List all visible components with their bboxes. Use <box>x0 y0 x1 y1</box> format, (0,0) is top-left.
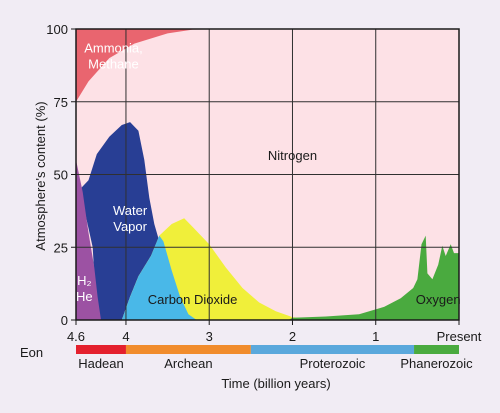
y-tick-label: 75 <box>54 95 68 110</box>
x-axis-title: Time (billion years) <box>221 376 330 391</box>
area-label-ammonia-methane: Methane <box>88 56 139 71</box>
x-tick-label: 3 <box>206 329 213 344</box>
eon-segment-phanerozoic <box>414 345 459 354</box>
area-label-oxygen: Oxygen <box>416 292 461 307</box>
x-tick-label: 1 <box>372 329 379 344</box>
eon-label-proterozoic: Proterozoic <box>300 356 366 371</box>
eon-segment-archean <box>125 345 251 354</box>
grid <box>76 29 459 320</box>
x-tick-label: Present <box>437 329 482 344</box>
area-label-water-vapor: Water <box>113 203 148 218</box>
area-carbon-dioxide-early <box>121 235 197 320</box>
area-water-vapor <box>80 122 160 320</box>
eon-axis-label: Eon <box>20 345 43 360</box>
eon-label-hadean: Hadean <box>78 356 124 371</box>
x-tick-label: 4 <box>122 329 129 344</box>
eon-label-archean: Archean <box>164 356 212 371</box>
axes: 0 25 50 75 100 4.6 4 3 2 1 Present <box>46 22 481 344</box>
area-label-nitrogen: Nitrogen <box>268 148 317 163</box>
x-tick-label: 4.6 <box>67 329 85 344</box>
area-h2-he <box>76 159 101 320</box>
area-oxygen <box>288 235 459 320</box>
area-label-h2-he: H₂ <box>77 273 91 288</box>
eon-bar: Hadean Archean Proterozoic Phanerozoic <box>76 345 473 371</box>
eon-segment-hadean <box>76 345 126 354</box>
area-ammonia-methane <box>76 29 243 102</box>
area-label-water-vapor: Vapor <box>113 219 147 234</box>
y-tick-label: 0 <box>61 313 68 328</box>
x-tick-label: 2 <box>289 329 296 344</box>
y-axis-title: Atmosphere's content (%) <box>33 101 48 250</box>
y-tick-label: 50 <box>54 168 68 183</box>
y-tick-label: 100 <box>46 22 68 37</box>
area-label-carbon-dioxide: Carbon Dioxide <box>148 292 238 307</box>
eon-label-phanerozoic: Phanerozoic <box>400 356 473 371</box>
eon-segment-proterozoic <box>250 345 415 354</box>
area-label-ammonia-methane: Ammonia, <box>84 40 143 55</box>
y-tick-label: 25 <box>54 240 68 255</box>
area-label-h2-he: He <box>76 289 93 304</box>
